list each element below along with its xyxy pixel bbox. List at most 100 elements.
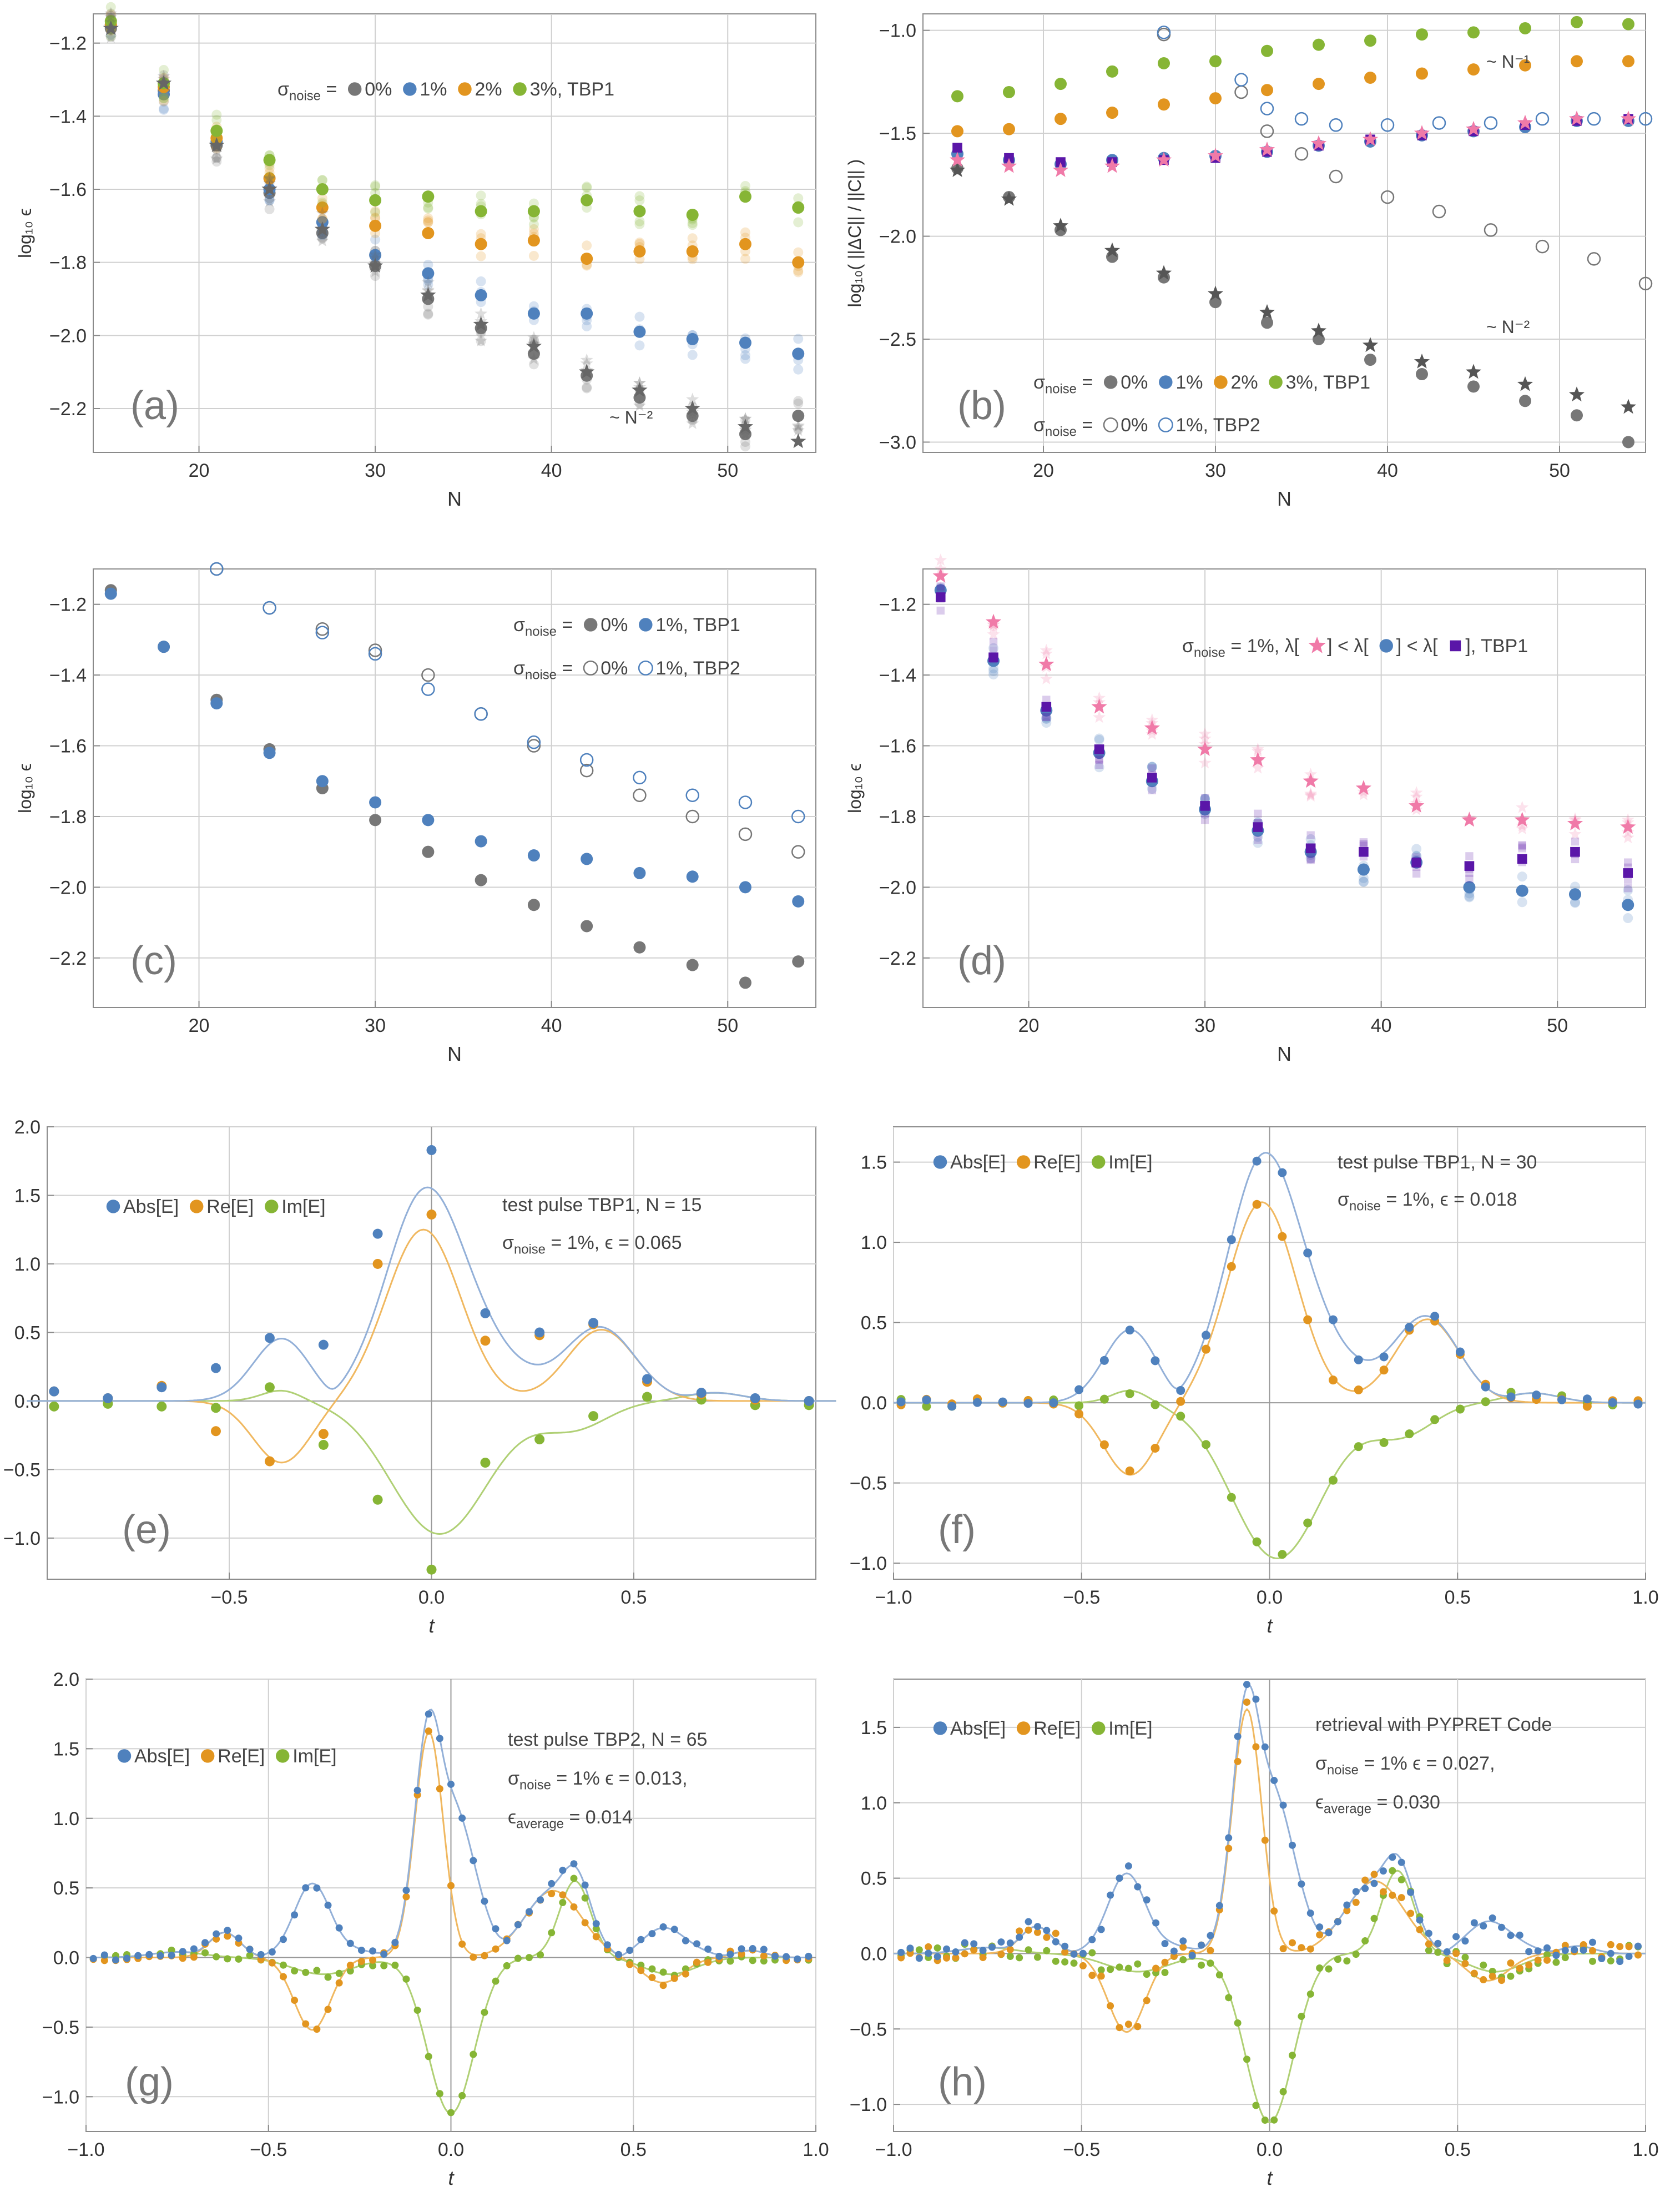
data-point [1298, 1880, 1305, 1888]
faint-point [370, 207, 381, 218]
data-point [1416, 368, 1428, 381]
data-point [738, 1945, 745, 1953]
x-tick-label: 0.0 [1257, 1587, 1283, 1608]
faint-point [423, 213, 433, 224]
data-point [1411, 857, 1421, 868]
data-point [1567, 815, 1583, 830]
data-point [1506, 1392, 1516, 1402]
data-point [475, 238, 487, 250]
y-tick-label: −2.5 [879, 329, 916, 350]
data-point [1106, 107, 1118, 119]
y-tick-label: −1.2 [49, 33, 87, 54]
data-point [1334, 1918, 1341, 1926]
data-point [997, 1938, 1005, 1946]
y-tick-label: 1.5 [861, 1152, 887, 1173]
faint-point [989, 646, 998, 654]
faint-point [687, 220, 698, 230]
data-point [1074, 1401, 1084, 1410]
data-point [426, 1145, 437, 1155]
data-point [603, 1941, 611, 1949]
faint-point [1093, 711, 1106, 723]
faint-point [476, 336, 486, 346]
data-point [1215, 1971, 1223, 1979]
data-point [1259, 141, 1275, 157]
data-point [1209, 296, 1222, 309]
data-point [179, 1954, 186, 1962]
data-point [1443, 1948, 1451, 1956]
data-point [263, 154, 276, 167]
data-point [224, 1955, 231, 1963]
faint-point [1040, 643, 1053, 656]
data-point [1107, 1966, 1114, 1973]
legend-marker [1103, 417, 1118, 432]
x-axis-label: N [447, 1042, 462, 1065]
data-point [313, 1967, 321, 1974]
data-point [1198, 1961, 1205, 1969]
data-point [155, 75, 172, 90]
data-point [1225, 1845, 1233, 1852]
data-point [291, 1967, 299, 1975]
data-point [1023, 1399, 1033, 1408]
data-point [642, 1374, 653, 1384]
panel-letter: (c) [130, 939, 177, 983]
faint-point [104, 11, 118, 23]
faint-point [793, 334, 804, 344]
data-point [458, 2092, 466, 2099]
y-tick-label: −1.5 [879, 123, 916, 144]
data-point [1252, 1200, 1262, 1209]
data-point [369, 194, 382, 206]
panel-letter: (e) [122, 1508, 171, 1552]
data-point [168, 1952, 175, 1959]
data-point [925, 1943, 932, 1951]
data-point [1623, 868, 1633, 878]
legend-label: Abs[E] [134, 1746, 190, 1767]
faint-point [1359, 838, 1368, 846]
data-point [548, 1889, 556, 1897]
faint-point [634, 216, 645, 226]
data-point [792, 201, 805, 214]
data-point [264, 1382, 275, 1393]
faint-point [1516, 800, 1529, 813]
data-point [179, 1948, 186, 1956]
data-point [1202, 1440, 1211, 1449]
data-point [372, 1494, 383, 1505]
data-point [1176, 1397, 1185, 1406]
data-point [1158, 98, 1170, 111]
data-point [1329, 169, 1343, 184]
x-tick-label: 0.0 [418, 1587, 445, 1608]
data-point [1607, 1941, 1614, 1948]
data-point [1535, 112, 1550, 126]
data-point [648, 1965, 656, 1973]
data-point [1489, 1914, 1496, 1922]
data-point [1622, 436, 1634, 449]
data-point [157, 1382, 167, 1393]
faint-point [1358, 876, 1369, 887]
data-point [1088, 1949, 1096, 1957]
data-point [970, 1946, 978, 1954]
data-point [726, 1951, 734, 1958]
data-point [313, 2025, 321, 2033]
data-point [279, 1961, 287, 1969]
y-tick-label: −2.2 [49, 399, 87, 420]
faint-point [1464, 892, 1475, 903]
data-point [527, 205, 540, 218]
data-point [1207, 1959, 1214, 1967]
data-point [581, 194, 593, 206]
data-point [1079, 1949, 1087, 1957]
data-point [422, 267, 435, 280]
data-point [952, 1954, 960, 1962]
data-point [998, 1397, 1007, 1407]
data-point [1389, 1867, 1396, 1875]
data-point [1620, 110, 1637, 126]
data-point [1568, 386, 1585, 402]
x-tick-label: 30 [365, 460, 386, 481]
legend-label: Im[E] [1108, 1152, 1152, 1173]
data-point [302, 2020, 310, 2028]
faint-point [475, 323, 488, 335]
data-point [346, 1967, 354, 1975]
data-point [1310, 323, 1327, 338]
data-point [123, 1954, 131, 1962]
data-point [103, 20, 119, 36]
data-point [413, 1787, 421, 1795]
legend-label: Re[E] [218, 1746, 265, 1767]
